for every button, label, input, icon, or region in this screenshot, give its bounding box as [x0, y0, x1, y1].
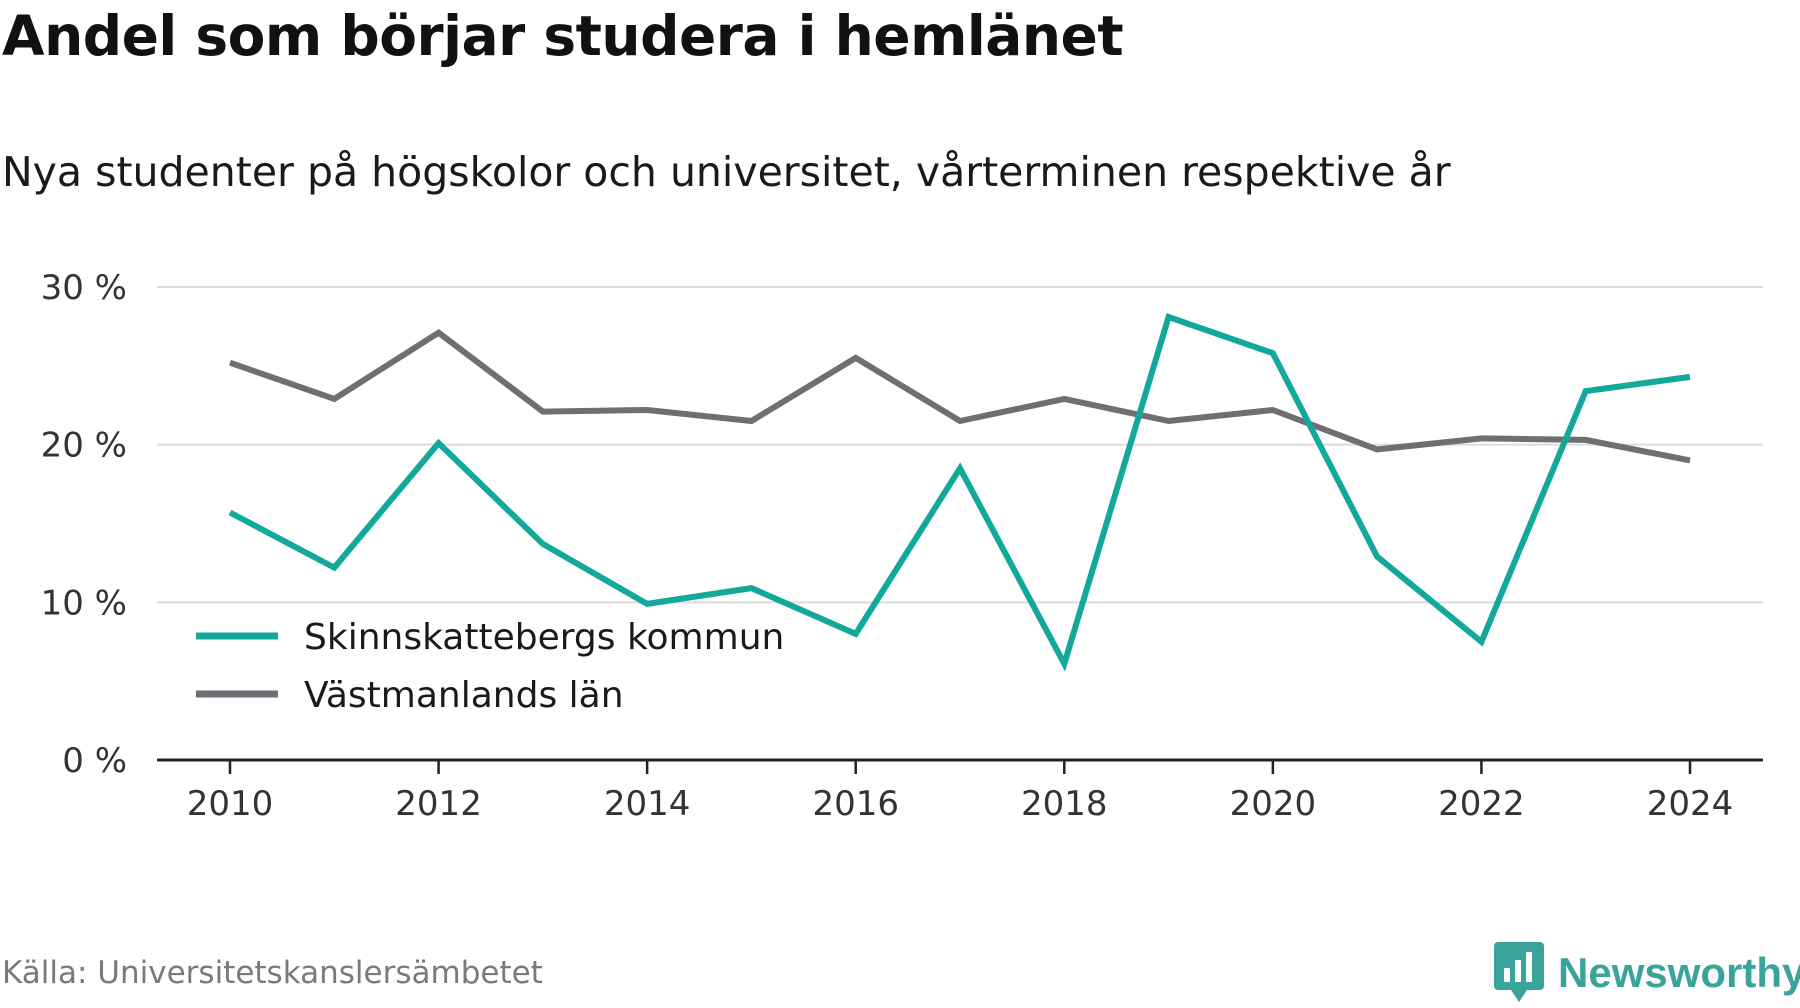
y-tick-label: 30 %	[41, 268, 127, 308]
series-lines	[228, 313, 1691, 672]
y-axis-labels: 0 % 10 % 20 % 30 %	[41, 268, 127, 781]
y-tick-label: 20 %	[41, 426, 127, 466]
x-tick-label: 2022	[1438, 784, 1525, 824]
source-note: Källa: Universitetskanslersämbetet	[2, 955, 543, 991]
newsworthy-logo-icon	[1494, 942, 1544, 1002]
x-tick-label: 2014	[604, 784, 691, 824]
gridlines	[157, 286, 1763, 604]
brand-logo: Newsworthy	[1494, 938, 1800, 1008]
y-tick-label: 10 %	[41, 583, 127, 623]
x-tick-label: 2018	[1021, 784, 1108, 824]
brand-name: Newsworthy	[1558, 949, 1800, 996]
x-axis: 2010 2012 2014 2016 2018 2020 2022 2024	[157, 758, 1763, 824]
legend-label: Skinnskattebergs kommun	[304, 617, 784, 658]
x-tick-label: 2016	[812, 784, 899, 824]
x-tick-label: 2010	[187, 784, 274, 824]
series-line-0	[228, 313, 1691, 672]
x-tick-label: 2012	[395, 784, 482, 824]
series-line-1	[229, 329, 1691, 464]
chart-title: Andel som börjar studera i hemlänet	[2, 4, 1124, 68]
legend: Skinnskattebergs kommun Västmanlands län	[196, 617, 784, 716]
chart-subtitle: Nya studenter på högskolor och universit…	[2, 148, 1451, 196]
x-tick-label: 2020	[1230, 784, 1317, 824]
y-tick-label: 0 %	[62, 741, 127, 781]
legend-label: Västmanlands län	[304, 675, 624, 716]
x-tick-label: 2024	[1647, 784, 1734, 824]
